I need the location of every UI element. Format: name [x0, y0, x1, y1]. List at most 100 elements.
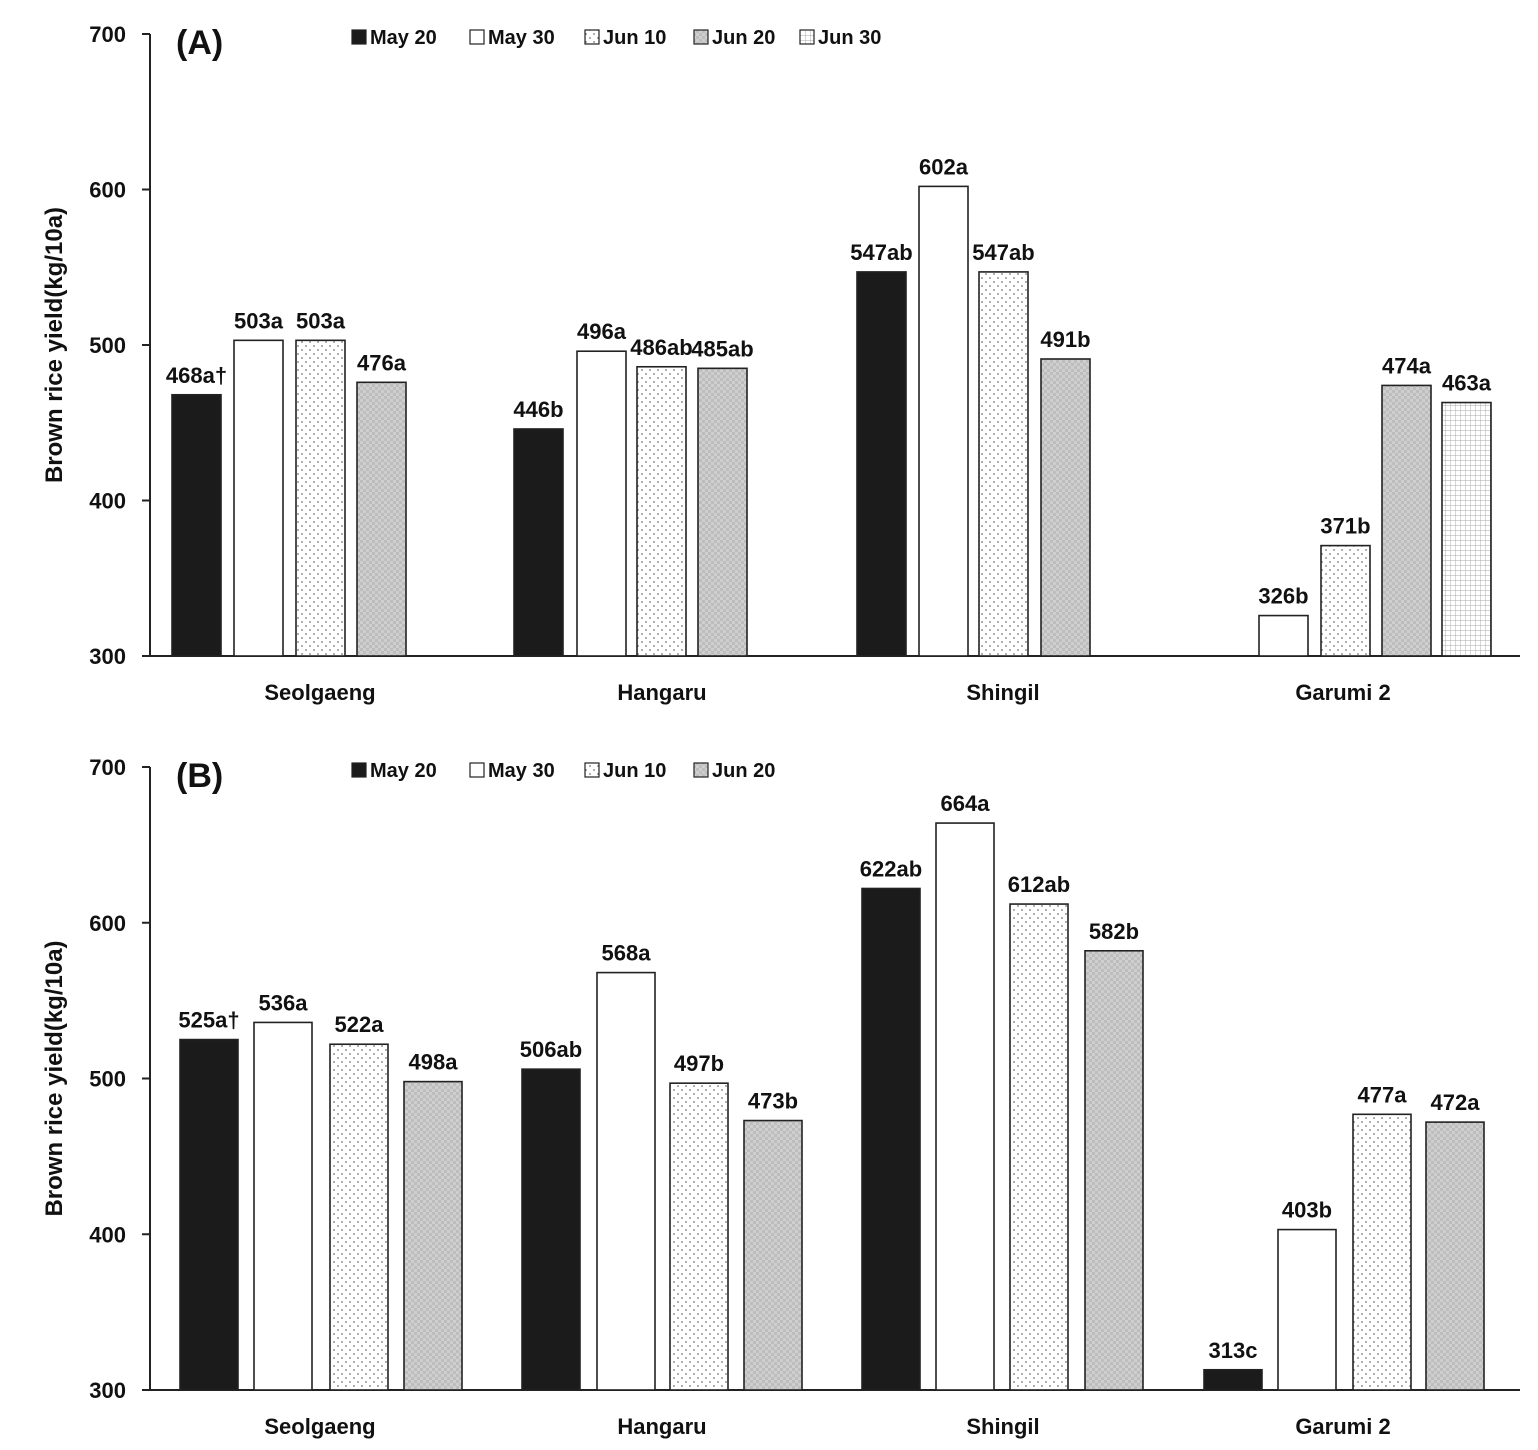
- x-category-label-hangaru: Hangaru: [617, 1414, 706, 1439]
- legend-swatch-jun-20: [693, 29, 709, 45]
- bar-value-label: 568a: [602, 941, 652, 966]
- legend-label-jun-20: Jun 20: [712, 27, 775, 49]
- bar-garumi-2-jun-20: [1425, 1121, 1485, 1391]
- bar-value-label: 476a: [357, 350, 407, 375]
- legend-swatch-jun-10: [584, 29, 600, 45]
- bar-value-label: 468a†: [166, 363, 227, 388]
- y-tick-label: 600: [89, 178, 126, 203]
- bar-value-label: 326b: [1258, 584, 1308, 609]
- bar-hangaru-may-20: [513, 428, 564, 657]
- x-category-label-seolgaeng: Seolgaeng: [264, 1414, 375, 1439]
- bar-hangaru-may-20: [521, 1068, 581, 1391]
- bar-hangaru-jun-10: [636, 365, 687, 657]
- y-tick-label: 500: [89, 1067, 126, 1092]
- legend-label-may-20: May 20: [370, 27, 437, 49]
- legend-swatch-jun-10: [584, 762, 600, 778]
- x-category-label-hangaru: Hangaru: [617, 680, 706, 705]
- bar-seolgaeng-may-20: [171, 393, 222, 657]
- x-category-label-seolgaeng: Seolgaeng: [264, 680, 375, 705]
- bar-garumi-2-may-20: [1203, 1368, 1263, 1391]
- bar-value-label: 474a: [1382, 353, 1432, 378]
- bar-garumi-2-jun-30: [1441, 401, 1492, 657]
- legend-label-may-20: May 20: [370, 760, 437, 782]
- bar-value-label: 486ab: [630, 335, 692, 360]
- bar-value-label: 463a: [1442, 371, 1492, 396]
- bar-value-label: 547ab: [850, 240, 912, 265]
- bar-seolgaeng-may-20: [179, 1038, 239, 1391]
- bar-value-label: 522a: [335, 1012, 385, 1037]
- y-tick-label: 700: [89, 755, 126, 780]
- x-category-label-garumi-2: Garumi 2: [1295, 680, 1390, 705]
- bar-garumi-2-jun-10: [1320, 544, 1371, 657]
- bar-value-label: 472a: [1431, 1090, 1481, 1115]
- bar-shingil-may-30: [918, 185, 969, 657]
- bar-shingil-may-20: [861, 887, 921, 1391]
- y-tick-label: 700: [89, 22, 126, 47]
- legend-swatch-may-20: [351, 29, 367, 45]
- bar-seolgaeng-jun-20: [356, 381, 407, 657]
- y-tick-label: 600: [89, 911, 126, 936]
- bar-value-label: 446b: [513, 397, 563, 422]
- bar-value-label: 506ab: [520, 1037, 582, 1062]
- bar-value-label: 582b: [1089, 919, 1139, 944]
- bar-value-label: 496a: [577, 319, 627, 344]
- bar-shingil-jun-20: [1040, 358, 1091, 657]
- y-tick-label: 500: [89, 333, 126, 358]
- bar-value-label: 497b: [674, 1051, 724, 1076]
- panel-label: (B): [176, 757, 223, 795]
- panel-b-chart: 300 400 500 600 700 Brown rice yield(kg/10a) (…: [41, 755, 1520, 1439]
- panel-a-chart: 300 400 500 600 700 Brown rice yield(kg/10a) (…: [41, 22, 1520, 705]
- legend-swatch-jun-20: [693, 762, 709, 778]
- bar-garumi-2-may-30: [1258, 614, 1309, 657]
- bar-shingil-jun-20: [1084, 949, 1144, 1391]
- x-category-label-garumi-2: Garumi 2: [1295, 1414, 1390, 1439]
- legend-label-jun-10: Jun 10: [603, 27, 666, 49]
- y-tick-label: 300: [89, 644, 126, 669]
- bar-garumi-2-may-30: [1277, 1228, 1337, 1391]
- bar-hangaru-jun-20: [697, 367, 748, 657]
- bar-value-label: 525a†: [178, 1008, 239, 1033]
- bar-hangaru-jun-10: [669, 1082, 729, 1391]
- bar-value-label: 547ab: [972, 240, 1034, 265]
- legend-label-jun-30: Jun 30: [818, 27, 881, 49]
- y-tick-label: 400: [89, 489, 126, 514]
- legend-label-jun-20: Jun 20: [712, 760, 775, 782]
- y-axis-title: Brown rice yield(kg/10a): [41, 207, 68, 483]
- bar-value-label: 498a: [409, 1050, 459, 1075]
- legend-label-may-30: May 30: [488, 760, 555, 782]
- bar-value-label: 485ab: [691, 336, 753, 361]
- legend-label-jun-10: Jun 10: [603, 760, 666, 782]
- y-tick-label: 400: [89, 1222, 126, 1247]
- bar-hangaru-jun-20: [743, 1119, 803, 1391]
- bar-value-label: 503a: [296, 308, 346, 333]
- bar-seolgaeng-may-30: [233, 339, 284, 657]
- bar-shingil-jun-10: [978, 271, 1029, 657]
- bar-seolgaeng-may-30: [253, 1021, 313, 1391]
- bar-hangaru-may-30: [576, 350, 627, 657]
- bar-value-label: 403b: [1282, 1198, 1332, 1223]
- y-axis-title: Brown rice yield(kg/10a): [41, 940, 68, 1216]
- bar-shingil-jun-10: [1009, 903, 1069, 1391]
- bar-shingil-may-30: [935, 822, 995, 1391]
- bar-value-label: 503a: [234, 308, 284, 333]
- legend-swatch-jun-30: [799, 29, 815, 45]
- x-category-label-shingil: Shingil: [966, 680, 1039, 705]
- legend-swatch-may-30: [469, 762, 485, 778]
- x-category-label-shingil: Shingil: [966, 1414, 1039, 1439]
- bar-seolgaeng-jun-10: [329, 1043, 389, 1391]
- panel-label: (A): [176, 24, 223, 62]
- bar-value-label: 371b: [1320, 514, 1370, 539]
- legend-swatch-may-20: [351, 762, 367, 778]
- bar-value-label: 602a: [919, 154, 969, 179]
- bar-value-label: 473b: [748, 1089, 798, 1114]
- bar-value-label: 622ab: [860, 856, 922, 881]
- bar-value-label: 491b: [1040, 327, 1090, 352]
- bar-value-label: 536a: [259, 990, 309, 1015]
- bar-seolgaeng-jun-20: [403, 1080, 463, 1391]
- bar-value-label: 313c: [1209, 1338, 1258, 1363]
- bar-seolgaeng-jun-10: [295, 339, 346, 657]
- bar-value-label: 612ab: [1008, 872, 1070, 897]
- bar-hangaru-may-30: [596, 971, 656, 1391]
